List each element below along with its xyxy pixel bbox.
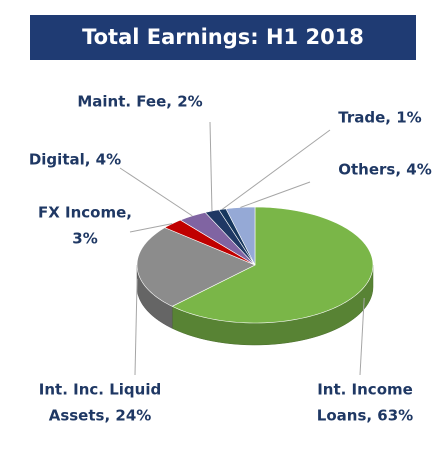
slice xyxy=(171,206,374,324)
data-label: Maint. Fee, 2% xyxy=(77,93,202,111)
slice xyxy=(225,206,256,266)
leader-line xyxy=(222,129,331,210)
data-label: Int. Income xyxy=(317,381,413,399)
data-label: Int. Inc. Liquid xyxy=(39,381,161,399)
chart-title: Total Earnings: H1 2018 xyxy=(82,25,364,49)
labels: Int. Income Loans, 63% Int. Inc. Liquid Ass… xyxy=(29,93,432,425)
title-banner xyxy=(30,15,416,60)
data-label: Loans, 63% xyxy=(317,407,413,425)
leader-line xyxy=(119,167,193,217)
data-label: Others, 4% xyxy=(338,161,432,179)
leader-line xyxy=(134,278,138,376)
leader-line xyxy=(240,181,311,208)
pie-tops xyxy=(136,206,374,324)
slice xyxy=(164,219,256,266)
data-label: Trade, 1% xyxy=(338,109,421,127)
leader-line xyxy=(209,121,213,212)
leader-line xyxy=(129,223,173,233)
data-label: Assets, 24% xyxy=(49,407,152,425)
leader-line xyxy=(359,297,365,376)
data-label: 3% xyxy=(72,230,97,248)
data-label: Digital, 4% xyxy=(29,151,121,169)
data-label: FX Income, xyxy=(38,204,132,222)
slice xyxy=(136,227,256,307)
